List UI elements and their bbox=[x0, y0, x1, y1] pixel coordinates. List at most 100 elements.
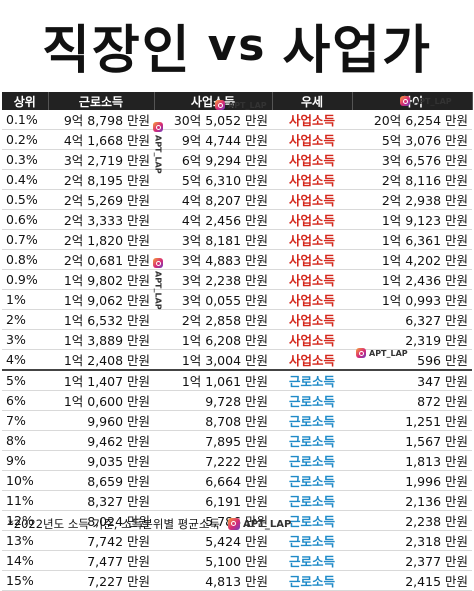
table-row: 5% 1억 1,407 만원 1억 1,061 만원 근로소득 347 만원 bbox=[2, 369, 472, 391]
rank-cell: 0.4% bbox=[2, 169, 48, 190]
table-row: 4% 1억 2,408 만원 1억 3,004 만원 사업소득 596 만원 bbox=[2, 349, 472, 371]
winner-cell: 근로소득 bbox=[272, 550, 352, 571]
business-income-cell: 5,100 만원 bbox=[154, 550, 272, 571]
watermark-text: APT_LAP bbox=[369, 348, 408, 358]
table-row: 13% 7,742 만원 5,424 만원 근로소득 2,318 만원 bbox=[2, 530, 472, 551]
rank-cell: 15% bbox=[2, 570, 48, 591]
wage-income-cell: 2억 8,195 만원 bbox=[48, 169, 154, 190]
wage-income-cell: 1억 9,802 만원 bbox=[48, 269, 154, 290]
business-income-cell: 5,424 만원 bbox=[154, 530, 272, 551]
winner-cell: 사업소득 bbox=[272, 269, 352, 290]
business-income-cell: 2억 2,858 만원 bbox=[154, 309, 272, 330]
watermark: APT_LAP bbox=[215, 100, 267, 110]
table-row: 3% 1억 3,889 만원 1억 6,208 만원 사업소득 2,319 만원 bbox=[2, 329, 472, 350]
title-vs: vs bbox=[207, 19, 267, 71]
rank-cell: 9% bbox=[2, 450, 48, 471]
winner-cell: 근로소득 bbox=[272, 369, 352, 391]
table-row: 2% 1억 6,532 만원 2억 2,858 만원 사업소득 6,327 만원 bbox=[2, 309, 472, 330]
difference-cell: 1억 9,123 만원 bbox=[352, 209, 472, 230]
business-income-cell: 8,708 만원 bbox=[154, 410, 272, 431]
wage-income-cell: 7,227 만원 bbox=[48, 570, 154, 591]
rank-cell: 0.6% bbox=[2, 209, 48, 230]
difference-cell: 20억 6,254 만원 bbox=[352, 110, 472, 130]
header-rank: 상위 bbox=[2, 92, 49, 110]
business-income-cell: 1억 3,004 만원 bbox=[154, 349, 272, 371]
table-row: 14% 7,477 만원 5,100 만원 근로소득 2,377 만원 bbox=[2, 550, 472, 571]
winner-cell: 사업소득 bbox=[272, 289, 352, 310]
winner-cell: 사업소득 bbox=[272, 169, 352, 190]
difference-cell: 5억 3,076 만원 bbox=[352, 129, 472, 150]
rank-cell: 8% bbox=[2, 430, 48, 451]
winner-cell: 근로소득 bbox=[272, 390, 352, 411]
instagram-icon bbox=[356, 348, 366, 358]
winner-cell: 사업소득 bbox=[272, 329, 352, 350]
page-title: 직장인 vs 사업가 bbox=[0, 0, 474, 90]
difference-cell: 1,567 만원 bbox=[352, 430, 472, 451]
footnote: *2022년도 소득 기준, 소득분위별 평균소득 bbox=[8, 517, 220, 531]
instagram-icon bbox=[215, 100, 225, 110]
wage-income-cell: 1억 6,532 만원 bbox=[48, 309, 154, 330]
business-income-cell: 9억 4,744 만원 bbox=[154, 129, 272, 150]
business-income-cell: 1억 6,208 만원 bbox=[154, 329, 272, 350]
difference-cell: 1,813 만원 bbox=[352, 450, 472, 471]
title-business-owner: 사업가 bbox=[282, 20, 432, 81]
watermark-text: APT_LAP bbox=[243, 518, 292, 530]
rank-cell: 1% bbox=[2, 289, 48, 310]
rank-cell: 0.7% bbox=[2, 229, 48, 250]
wage-income-cell: 7,477 만원 bbox=[48, 550, 154, 571]
winner-cell: 사업소득 bbox=[272, 149, 352, 170]
winner-cell: 근로소득 bbox=[272, 510, 352, 531]
table-row: 8% 9,462 만원 7,895 만원 근로소득 1,567 만원 bbox=[2, 430, 472, 451]
rank-cell: 12% bbox=[2, 510, 48, 531]
rank-cell: 0.2% bbox=[2, 129, 48, 150]
rank-cell: 0.3% bbox=[2, 149, 48, 170]
table-header-row: 상위 근로소득 사업소득 우세 차이 bbox=[2, 92, 473, 110]
difference-cell: 2,136 만원 bbox=[352, 490, 472, 511]
rank-cell: 0.5% bbox=[2, 189, 48, 210]
table-row: 10% 8,659 만원 6,664 만원 근로소득 1,996 만원 bbox=[2, 470, 472, 491]
wage-income-cell: 2억 1,820 만원 bbox=[48, 229, 154, 250]
wage-income-cell: 2억 3,333 만원 bbox=[48, 209, 154, 230]
business-income-cell: 3억 2,238 만원 bbox=[154, 269, 272, 290]
footnote-row: *2022년도 소득 기준, 소득분위별 평균소득 APT_LAP bbox=[8, 516, 291, 532]
title-wage-earner: 직장인 bbox=[42, 20, 192, 81]
difference-cell: 2억 2,938 만원 bbox=[352, 189, 472, 210]
difference-cell: 872 만원 bbox=[352, 390, 472, 411]
watermark-text: APT_LAP bbox=[413, 96, 452, 106]
wage-income-cell: 1억 0,600 만원 bbox=[48, 390, 154, 411]
rank-cell: 7% bbox=[2, 410, 48, 431]
winner-cell: 근로소득 bbox=[272, 450, 352, 471]
winner-cell: 사업소득 bbox=[272, 110, 352, 130]
business-income-cell: 3억 8,181 만원 bbox=[154, 229, 272, 250]
table-row: 0.5% 2억 5,269 만원 4억 8,207 만원 사업소득 2억 2,938 만… bbox=[2, 189, 472, 210]
rank-cell: 5% bbox=[2, 369, 48, 391]
watermark: APT_LAP bbox=[153, 122, 163, 174]
difference-cell: 2,377 만원 bbox=[352, 550, 472, 571]
wage-income-cell: 7,742 만원 bbox=[48, 530, 154, 551]
wage-income-cell: 1억 9,062 만원 bbox=[48, 289, 154, 310]
difference-cell: 2,319 만원 bbox=[352, 329, 472, 350]
wage-income-cell: 8,659 만원 bbox=[48, 470, 154, 491]
rank-cell: 0.8% bbox=[2, 249, 48, 270]
instagram-icon bbox=[400, 96, 410, 106]
table-row: 1% 1억 9,062 만원 3억 0,055 만원 사업소득 1억 0,993 만원 bbox=[2, 289, 472, 310]
business-income-cell: 4억 8,207 만원 bbox=[154, 189, 272, 210]
watermark-text: APT_LAP bbox=[153, 135, 163, 174]
business-income-cell: 4억 2,456 만원 bbox=[154, 209, 272, 230]
wage-income-cell: 2억 5,269 만원 bbox=[48, 189, 154, 210]
rank-cell: 3% bbox=[2, 329, 48, 350]
watermark: APT_LAP bbox=[400, 96, 452, 106]
table-row: 0.1% 9억 8,798 만원 30억 5,052 만원 사업소득 20억 6,254… bbox=[2, 110, 472, 130]
header-business-income: 사업소득 bbox=[154, 92, 273, 110]
wage-income-cell: 3억 2,719 만원 bbox=[48, 149, 154, 170]
table-row: 15% 7,227 만원 4,813 만원 근로소득 2,415 만원 bbox=[2, 570, 472, 591]
rank-cell: 6% bbox=[2, 390, 48, 411]
table-row: 0.9% 1억 9,802 만원 3억 2,238 만원 사업소득 1억 2,436 만… bbox=[2, 269, 472, 290]
winner-cell: 근로소득 bbox=[272, 410, 352, 431]
table-row: 7% 9,960 만원 8,708 만원 근로소득 1,251 만원 bbox=[2, 410, 472, 431]
table-row: 11% 8,327 만원 6,191 만원 근로소득 2,136 만원 bbox=[2, 490, 472, 511]
business-income-cell: 1억 1,061 만원 bbox=[154, 369, 272, 391]
difference-cell: 1억 0,993 만원 bbox=[352, 289, 472, 310]
difference-cell: 1,251 만원 bbox=[352, 410, 472, 431]
